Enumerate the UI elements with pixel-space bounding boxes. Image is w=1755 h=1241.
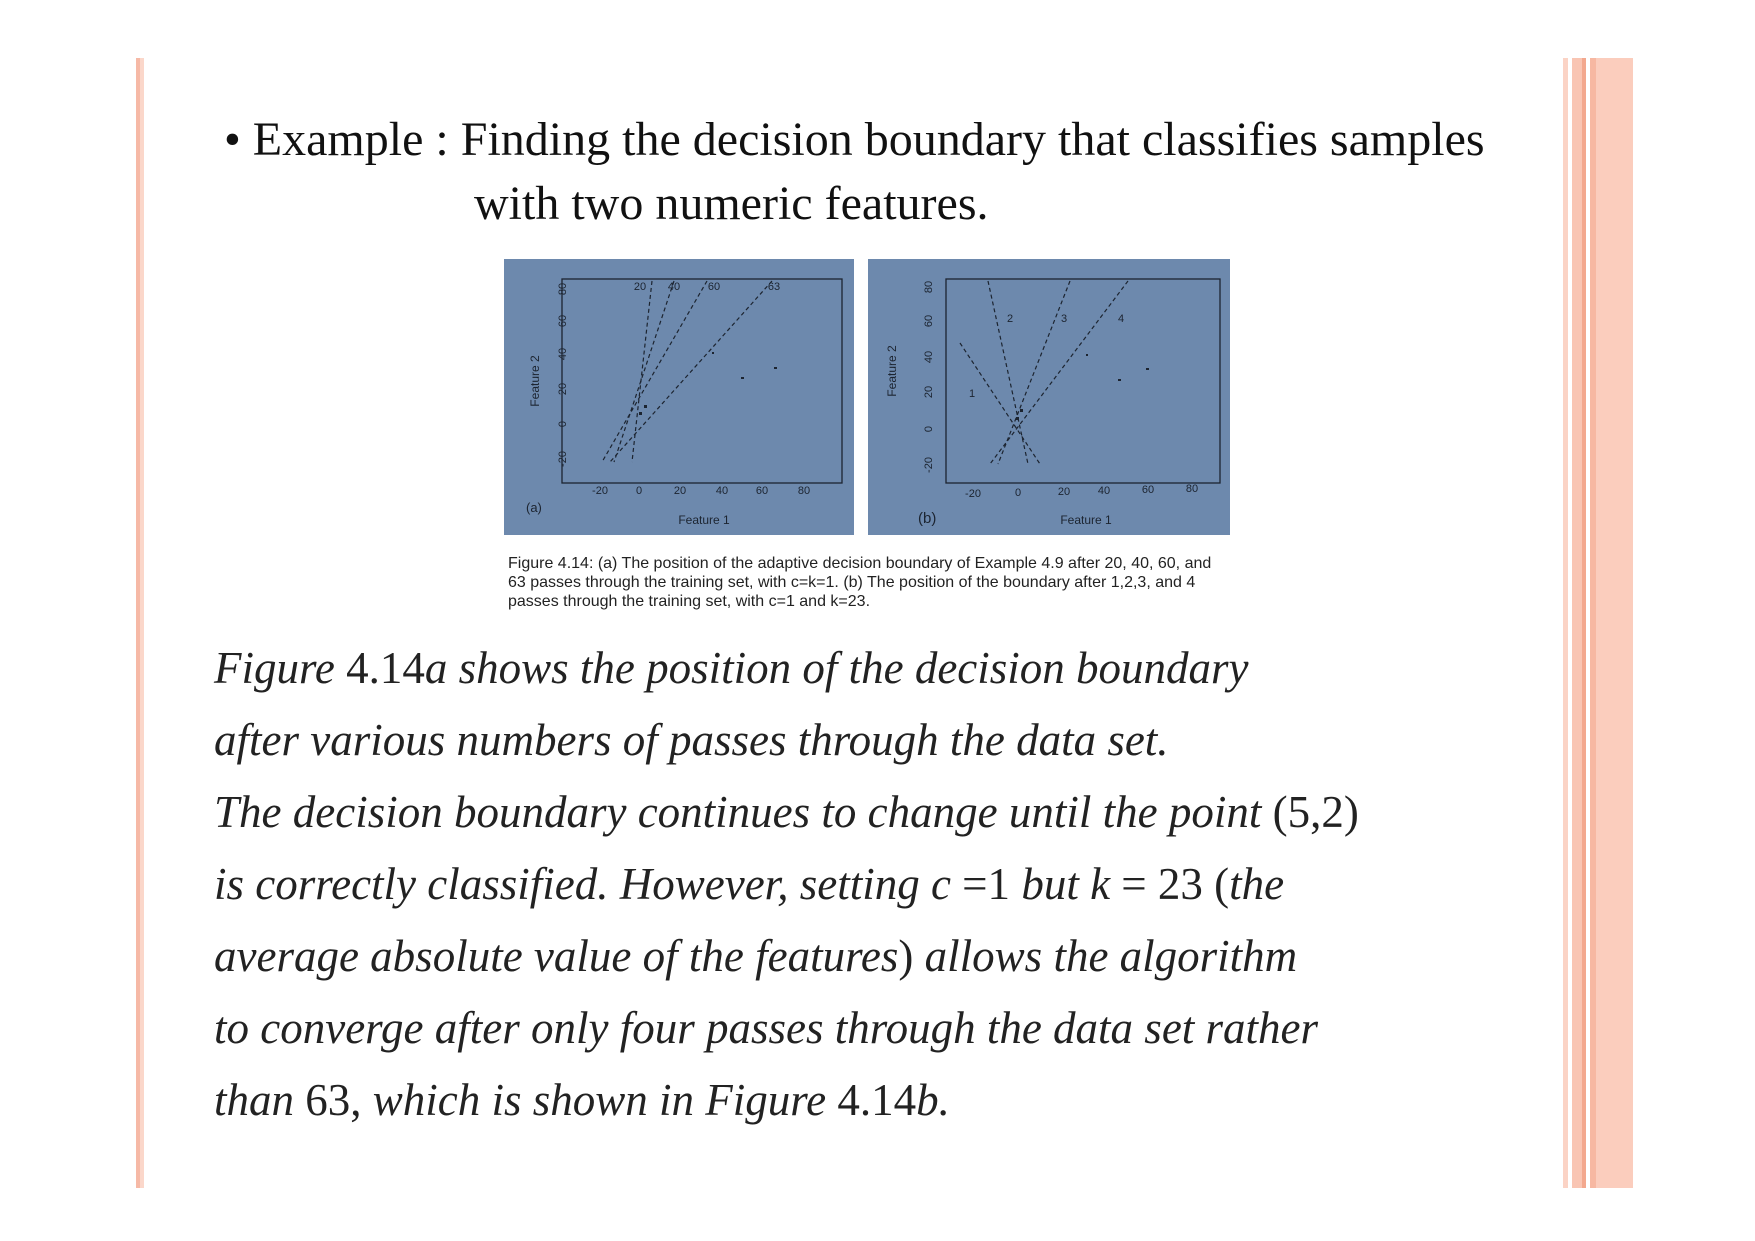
- boundary-label: 1: [969, 388, 975, 400]
- title-line-2: with two numeric features.: [474, 177, 989, 230]
- figure-a: -20 0 20 40 60 80 -20 0 20 40 60 80 Feat…: [504, 259, 854, 535]
- x-tick: -20: [965, 488, 981, 500]
- y-axis-label: Feature 2: [528, 355, 542, 407]
- title-line-1: Finding the decision boundary that class…: [460, 113, 1485, 166]
- y-tick: 80: [923, 281, 935, 293]
- x-tick: 60: [1142, 484, 1154, 496]
- sample-points: [639, 352, 777, 415]
- y-tick: 60: [923, 315, 935, 327]
- boundary-lines: [601, 280, 773, 463]
- body-line-3: The decision boundary continues to chang…: [214, 787, 1359, 837]
- plot-frame: [561, 278, 843, 484]
- x-axis-label: Feature 1: [1060, 513, 1112, 527]
- y-tick: -20: [557, 451, 569, 467]
- y-tick: 20: [923, 386, 935, 398]
- x-tick: 0: [1015, 487, 1021, 499]
- y-tick: 40: [557, 348, 569, 360]
- figure-b: -20 0 20 40 60 80 -20 0 20 40 60 80 Feat…: [868, 259, 1230, 535]
- sample-points: [1016, 354, 1149, 420]
- x-tick: -20: [592, 485, 608, 497]
- body-line-4: is correctly classified. However, settin…: [214, 859, 1285, 909]
- slide-title: • Example : Finding the decision boundar…: [224, 108, 1485, 236]
- y-tick: -20: [923, 457, 935, 473]
- x-axis-label: Feature 1: [678, 513, 730, 527]
- y-tick: 0: [557, 421, 569, 427]
- plot-frame: [945, 278, 1221, 484]
- body-line-1: Figure 4.14a shows the position of the d…: [214, 643, 1249, 693]
- body-line-6: to converge after only four passes throu…: [214, 1003, 1319, 1053]
- right-accent-stripes: [1563, 58, 1633, 1188]
- boundary-label: 63: [768, 281, 780, 293]
- bullet-prefix: • Example :: [224, 113, 461, 166]
- x-tick: 60: [756, 485, 768, 497]
- panel-label: (b): [918, 510, 936, 527]
- y-tick: 60: [557, 315, 569, 327]
- y-tick: 80: [557, 283, 569, 295]
- x-tick: 80: [1186, 483, 1198, 495]
- left-accent-stripe-light: [140, 58, 144, 1188]
- y-axis-label: Feature 2: [885, 345, 899, 397]
- y-tick: 40: [923, 351, 935, 363]
- body-line-2: after various numbers of passes through …: [214, 715, 1169, 765]
- y-tick: 0: [923, 426, 935, 432]
- x-tick: 40: [716, 485, 728, 497]
- left-accent-stripe: [136, 58, 140, 1188]
- figure-b-plot: -20 0 20 40 60 80 -20 0 20 40 60 80 Feat…: [885, 278, 1221, 527]
- figure-a-plot: -20 0 20 40 60 80 -20 0 20 40 60 80 Feat…: [526, 278, 843, 527]
- x-tick: 40: [1098, 485, 1110, 497]
- boundary-label: 20: [634, 281, 646, 293]
- boundary-lines: [959, 280, 1129, 465]
- figure-caption: Figure 4.14: (a) The position of the ada…: [508, 555, 1212, 610]
- panel-label: (a): [526, 500, 542, 515]
- y-tick: 20: [557, 383, 569, 395]
- boundary-label: 3: [1061, 313, 1067, 325]
- x-tick: 20: [674, 485, 686, 497]
- x-tick: 0: [636, 485, 642, 497]
- boundary-label: 2: [1007, 313, 1013, 325]
- boundary-label: 60: [708, 281, 720, 293]
- body-line-5: average absolute value of the features) …: [214, 931, 1298, 981]
- x-tick: 80: [798, 485, 810, 497]
- boundary-label: 4: [1118, 313, 1124, 325]
- body-line-7: than 63, which is shown in Figure 4.14b.: [214, 1075, 950, 1125]
- body-paragraph: Figure 4.14a shows the position of the d…: [214, 632, 1594, 1136]
- x-tick: 20: [1058, 486, 1070, 498]
